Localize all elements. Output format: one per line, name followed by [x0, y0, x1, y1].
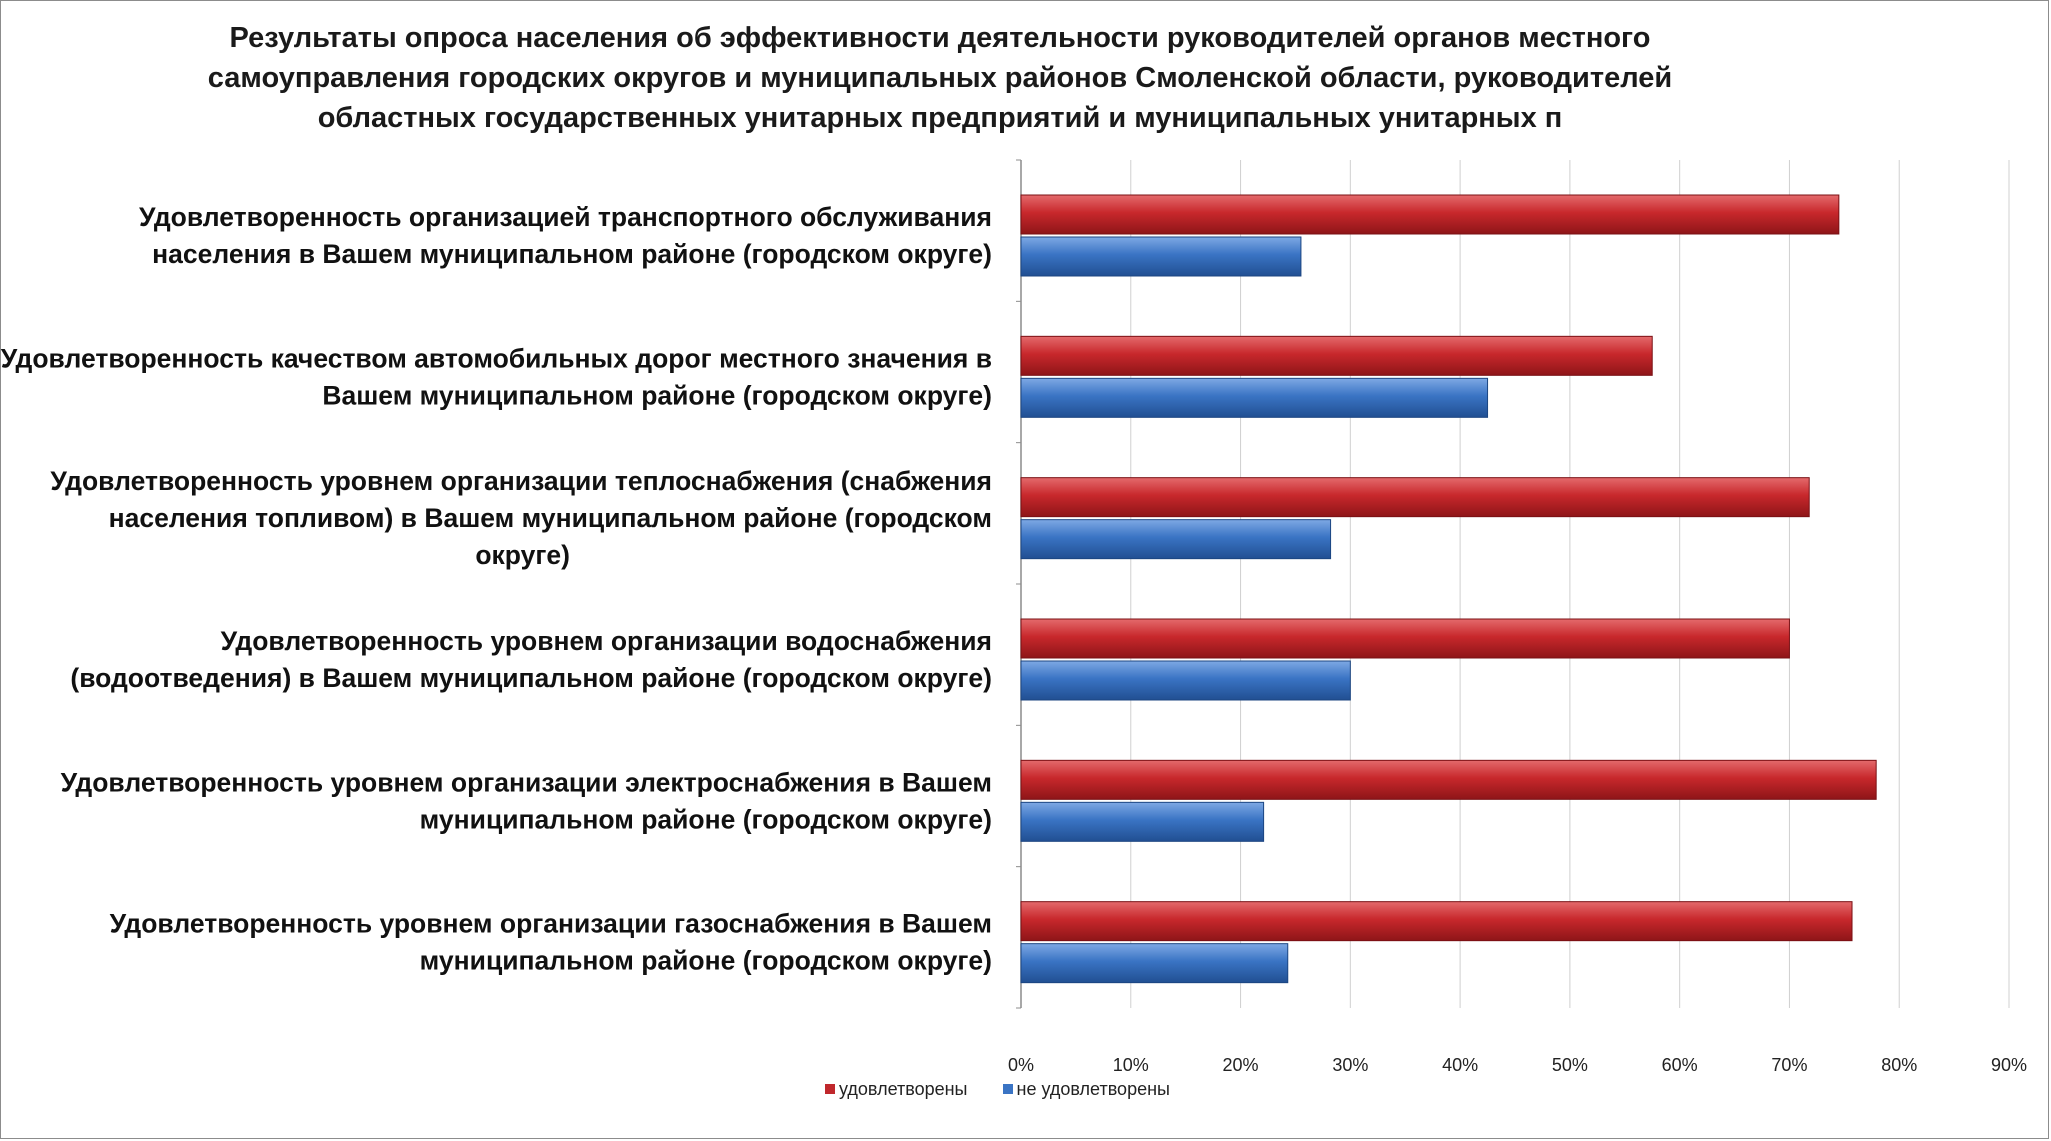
category-label-line: Удовлетворенность качеством автомобильны… — [1, 343, 992, 373]
legend-label-satisfied: удовлетворены — [839, 1078, 968, 1099]
x-tick-label: 60% — [1662, 1055, 1698, 1075]
category-label: Удовлетворенность уровнем организации во… — [70, 626, 992, 693]
bar-unsatisfied — [1020, 377, 1489, 418]
legend-swatch-blue — [1002, 1084, 1013, 1094]
bar-satisfied — [1020, 901, 1853, 942]
bar-unsatisfied — [1020, 943, 1289, 984]
category-label-line: населения в Вашем муниципальном районе (… — [152, 239, 992, 269]
category-label-line: Удовлетворенность уровнем организации га… — [110, 909, 992, 939]
category-label: Удовлетворенность уровнем организации те… — [50, 466, 992, 570]
bar-satisfied — [1020, 194, 1840, 235]
category-label-line: Удовлетворенность уровнем организации эл… — [61, 767, 992, 797]
x-tick-label: 30% — [1332, 1055, 1368, 1075]
bar-satisfied — [1020, 759, 1877, 800]
x-tick-label: 80% — [1881, 1055, 1917, 1075]
category-label: Удовлетворенность уровнем организации эл… — [61, 767, 992, 834]
x-tick-label: 20% — [1223, 1055, 1259, 1075]
category-label-line: Удовлетворенность уровнем организации те… — [50, 466, 992, 496]
legend-swatch-red — [825, 1084, 835, 1094]
legend-item-satisfied: удовлетворены — [825, 1079, 968, 1100]
legend: удовлетворены не удовлетворены — [825, 1078, 1200, 1100]
x-tick-label: 50% — [1552, 1055, 1588, 1075]
category-label-line: муниципальном районе (городском округе) — [420, 946, 992, 976]
x-tick-label: 40% — [1442, 1055, 1478, 1075]
chart-title: Результаты опроса населения об эффективн… — [140, 18, 1740, 138]
x-tick-label: 0% — [1008, 1055, 1034, 1075]
chart-title-line-3: областных государственных унитарных пред… — [317, 102, 1563, 134]
category-label-line: округе) — [475, 540, 570, 570]
category-label-line: (водоотведения) в Вашем муниципальном ра… — [70, 663, 992, 693]
bar-unsatisfied — [1020, 660, 1351, 701]
bar-unsatisfied — [1020, 801, 1265, 842]
chart-title-line-1: Результаты опроса населения об эффективн… — [229, 22, 1651, 54]
category-label: Удовлетворенность уровнем организации га… — [110, 909, 992, 976]
bar-satisfied — [1020, 335, 1653, 376]
category-label: Удовлетворенность организацией транспорт… — [139, 202, 992, 269]
bar-unsatisfied — [1020, 519, 1332, 560]
legend-item-unsatisfied: не удовлетворены — [1002, 1078, 1170, 1100]
category-label-line: Вашем муниципальном районе (городском ок… — [322, 380, 992, 410]
bar-satisfied — [1020, 477, 1810, 518]
category-label-line: муниципальном районе (городском округе) — [420, 804, 992, 834]
bar-unsatisfied — [1020, 236, 1302, 277]
legend-label-unsatisfied: не удовлетворены — [1016, 1078, 1170, 1099]
x-tick-label: 90% — [1991, 1055, 2027, 1075]
bar-satisfied — [1020, 618, 1790, 659]
category-label-line: Удовлетворенность организацией транспорт… — [139, 202, 992, 232]
x-tick-label: 10% — [1113, 1055, 1149, 1075]
chart-title-line-2: самоуправления городских округов и муниц… — [207, 62, 1673, 94]
category-label-line: Удовлетворенность уровнем организации во… — [221, 626, 992, 656]
category-label-line: населения топливом) в Вашем муниципально… — [109, 503, 992, 533]
category-label: Удовлетворенность качеством автомобильны… — [1, 343, 992, 410]
x-tick-label: 70% — [1771, 1055, 1807, 1075]
